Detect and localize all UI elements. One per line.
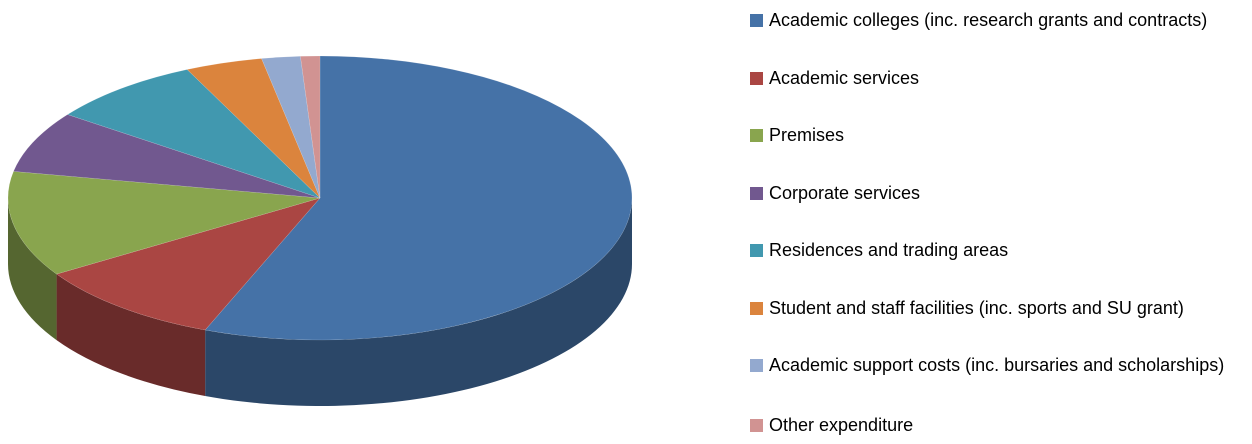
pie-slice: [7, 171, 321, 341]
legend-label: Academic services: [769, 68, 920, 88]
pie-top: [13, 114, 321, 199]
pie-top: [67, 69, 321, 199]
legend-item: Academic colleges (inc. research grants …: [750, 6, 1239, 35]
pie-side: [8, 198, 57, 341]
pie-side: [56, 274, 206, 397]
legend-swatch: [750, 129, 763, 142]
pie-slice: [67, 69, 321, 199]
pie-slice: [300, 55, 321, 199]
chart: [7, 55, 633, 406]
legend-label: Other expenditure: [769, 415, 914, 435]
pie-top: [204, 55, 633, 341]
legend-swatch: [750, 72, 763, 85]
pie-slice: [261, 56, 321, 199]
legend-swatch: [750, 14, 763, 27]
legend-label: Academic colleges (inc. research grants …: [769, 10, 1208, 30]
pie-slice: [13, 114, 321, 199]
legend-swatch: [750, 302, 763, 315]
legend-label: Premises: [769, 125, 845, 145]
legend-label: Student and staff facilities (inc. sport…: [769, 298, 1184, 318]
pie-top: [7, 171, 321, 275]
legend-label: Residences and trading areas: [769, 240, 1009, 260]
legend-label: Corporate services: [769, 183, 921, 203]
pie-side: [205, 198, 632, 406]
pie-top: [56, 197, 321, 331]
legend-item: Academic support costs (inc. bursaries a…: [750, 351, 1239, 380]
legend-swatch: [750, 187, 763, 200]
legend-label: Academic support costs (inc. bursaries a…: [769, 355, 1225, 375]
legend-item: Premises: [750, 121, 1239, 150]
legend-swatch: [750, 359, 763, 372]
pie-slice: [56, 197, 321, 397]
legend-swatch: [750, 419, 763, 432]
legend-item: Academic services: [750, 64, 1239, 93]
legend-item: Residences and trading areas: [750, 236, 1239, 265]
legend-item: Other expenditure: [750, 411, 1239, 440]
pie-top: [300, 55, 321, 199]
legend-item: Corporate services: [750, 179, 1239, 208]
pie-top: [186, 58, 321, 199]
pie-top: [261, 56, 321, 199]
pie-slice: [204, 55, 633, 406]
legend-swatch: [750, 244, 763, 257]
legend-item: Student and staff facilities (inc. sport…: [750, 294, 1239, 323]
pie-slice: [186, 58, 321, 199]
